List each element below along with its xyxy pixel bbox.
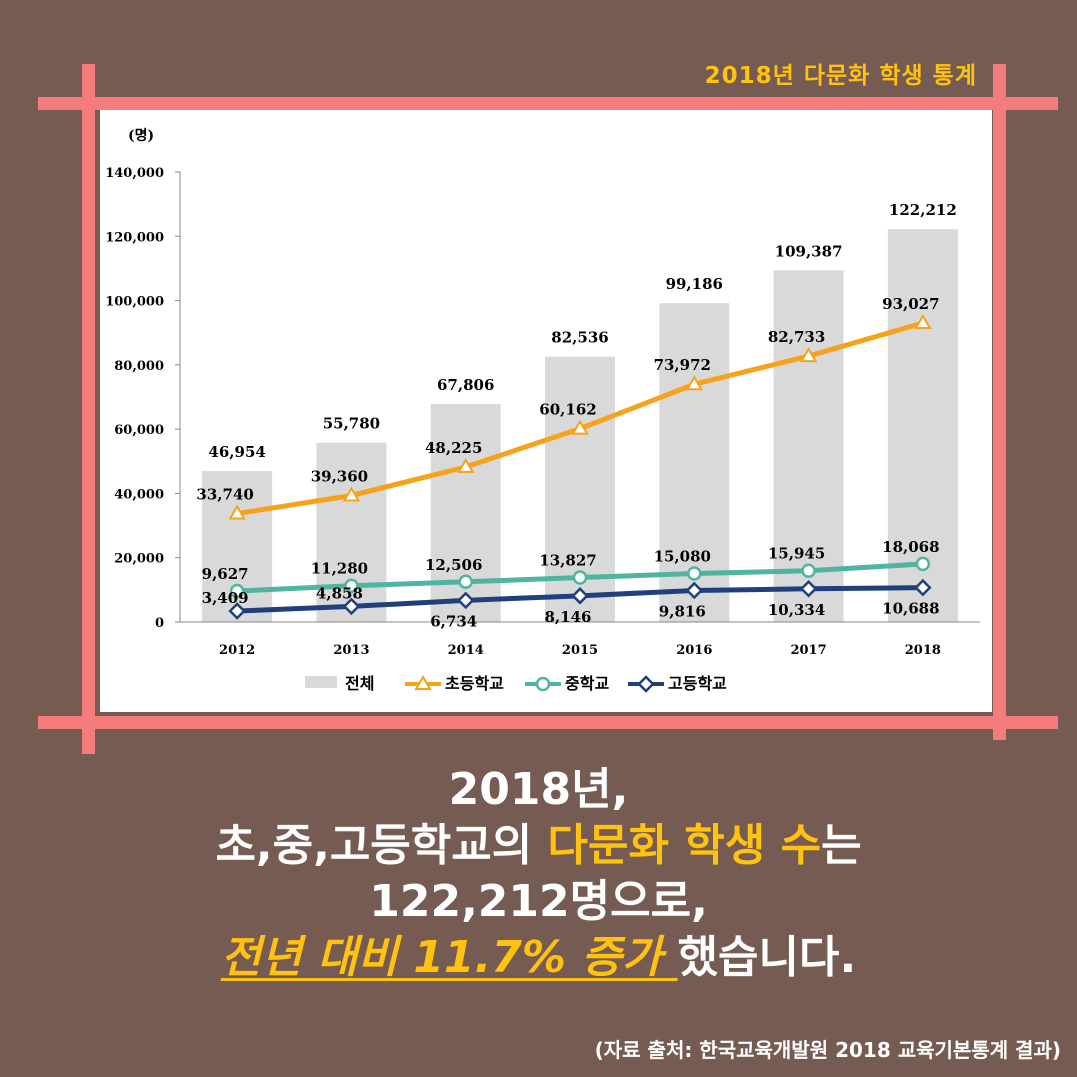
y-unit-label: (명)	[128, 127, 154, 144]
bar-data-label: 99,186	[666, 275, 723, 293]
series-data-label: 3,409	[202, 589, 249, 607]
x-tick-label: 2014	[448, 643, 484, 658]
series-marker	[342, 597, 361, 616]
frame-left-line	[82, 64, 95, 754]
series-data-label: 48,225	[425, 439, 482, 457]
series-marker	[915, 556, 931, 572]
series-marker	[228, 602, 246, 620]
series-data-label: 15,945	[768, 545, 825, 563]
series-marker	[799, 347, 818, 363]
bar-total	[430, 404, 501, 622]
chart-panel: (명) 46,954 55,780 67,806 82,536 99,186 109,387…	[100, 110, 992, 712]
bar-total	[773, 270, 844, 622]
y-tick-label: 80,000	[114, 359, 164, 374]
bar-data-label: 122,212	[889, 201, 957, 219]
source-note: (자료 출처: 한국교육개발원 2018 교육기본통계 결과)	[594, 1038, 1061, 1062]
y-tick-label: 20,000	[114, 552, 164, 567]
series-marker	[571, 419, 589, 435]
chart-title-badge: 2018년 다문화 학생 통계	[704, 63, 977, 89]
series-marker	[456, 458, 475, 473]
caption-line-2-post: 는	[821, 820, 862, 871]
y-tick-label: 40,000	[114, 487, 164, 502]
series-marker	[228, 504, 246, 520]
series-marker	[687, 566, 702, 581]
series-marker	[344, 578, 359, 593]
bar-data-label: 55,780	[323, 415, 380, 433]
frame-bottom-line	[38, 716, 1058, 729]
caption-line-3: 122,212명으로,	[369, 876, 708, 927]
series-data-label: 33,740	[196, 486, 253, 504]
legend-label: 전체	[345, 674, 374, 693]
series-marker	[229, 583, 245, 599]
series-marker	[801, 563, 816, 578]
bar-data-label: 67,806	[437, 376, 494, 394]
series-data-label: 82,733	[768, 328, 825, 346]
caption: 2018년, 초,중,고등학교의 다문화 학생 수는 122,212명으로, 전…	[0, 762, 1077, 986]
series-data-label: 10,334	[768, 601, 825, 619]
y-tick-label: 120,000	[105, 230, 164, 245]
legend-label: 중학교	[565, 674, 609, 693]
series-data-label: 9,627	[202, 565, 249, 583]
series-data-label: 6,734	[430, 612, 477, 630]
caption-line-1: 2018년,	[448, 764, 629, 815]
series-data-label: 12,506	[425, 556, 482, 574]
caption-line-4-post: 했습니다.	[677, 932, 857, 983]
series-data-label: 4,858	[316, 584, 363, 602]
caption-line-2: 초,중,고등학교의 다문화 학생 수는	[0, 818, 1077, 874]
bar-data-label: 46,954	[208, 443, 265, 461]
series-data-label: 15,080	[654, 548, 711, 566]
series-marker	[685, 375, 704, 391]
x-tick-label: 2018	[905, 643, 941, 658]
series-data-label: 13,827	[539, 552, 596, 570]
bar-data-label: 82,536	[551, 329, 608, 347]
legend-label: 초등학교	[445, 674, 504, 693]
series-data-label: 93,027	[882, 295, 939, 313]
series-marker	[456, 591, 475, 610]
frame-top-line	[38, 97, 1058, 110]
series-marker	[572, 570, 588, 585]
y-tick-label: 0	[155, 616, 164, 631]
series-data-label: 60,162	[539, 401, 596, 419]
x-tick-label: 2013	[333, 643, 369, 658]
legend-marker	[535, 676, 551, 692]
legend-swatch	[305, 676, 337, 688]
legend-label: 고등학교	[668, 674, 727, 693]
y-tick-label: 100,000	[105, 295, 164, 310]
x-tick-label: 2015	[562, 643, 598, 658]
caption-line-4: 전년 대비 11.7% 증가 했습니다.	[0, 930, 1077, 986]
series-data-label: 73,972	[654, 356, 711, 374]
frame-right-line	[993, 64, 1006, 740]
caption-emphasis: 전년 대비 11.7% 증가	[220, 932, 678, 983]
legend-marker	[414, 675, 432, 690]
caption-line-2-pre: 초,중,고등학교의	[215, 820, 548, 871]
series-marker	[914, 314, 932, 329]
series-marker	[685, 581, 704, 600]
bar-data-label: 109,387	[775, 242, 843, 260]
y-tick-label: 140,000	[105, 166, 164, 181]
series-data-label: 39,360	[311, 467, 368, 485]
series-data-label: 9,816	[659, 602, 706, 620]
x-tick-label: 2012	[219, 643, 255, 658]
x-tick-label: 2017	[790, 643, 826, 658]
legend-marker	[637, 675, 655, 693]
chart: (명) 46,954 55,780 67,806 82,536 99,186 109,387…	[105, 127, 980, 693]
series-marker	[571, 587, 589, 605]
series-data-label: 11,280	[311, 560, 368, 578]
caption-highlight: 다문화 학생 수	[547, 820, 822, 871]
x-tick-label: 2016	[676, 643, 712, 658]
series-marker	[914, 578, 932, 597]
series-marker	[342, 486, 361, 502]
series-marker	[799, 580, 818, 598]
series-data-label: 18,068	[882, 538, 939, 556]
y-tick-label: 60,000	[114, 423, 164, 438]
bar-total	[887, 229, 958, 622]
series-data-label: 8,146	[545, 608, 592, 626]
series-marker	[458, 574, 473, 590]
series-data-label: 10,688	[882, 600, 939, 618]
